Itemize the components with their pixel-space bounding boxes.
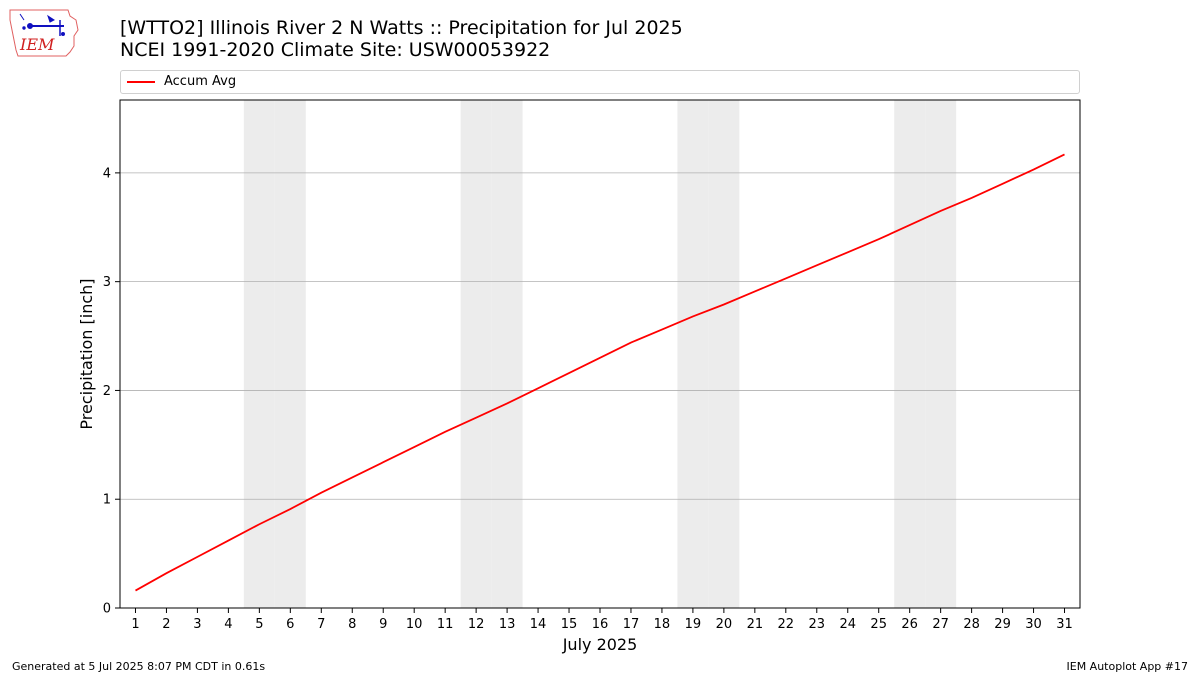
- y-tick-label: 3: [103, 275, 111, 290]
- x-tick-label: 8: [348, 617, 356, 632]
- weekend-band: [274, 100, 306, 608]
- x-tick-label: 18: [654, 617, 671, 632]
- y-tick-label: 2: [103, 384, 111, 399]
- weekend-band: [491, 100, 523, 608]
- weekend-band: [925, 100, 957, 608]
- y-axis-label: Precipitation [inch]: [77, 278, 96, 429]
- iem-logo: IEM: [9, 9, 79, 57]
- legend-label-accum-avg: Accum Avg: [164, 74, 237, 89]
- x-tick-label: 31: [1056, 617, 1073, 632]
- x-tick-label: 23: [809, 617, 826, 632]
- x-tick-label: 17: [623, 617, 640, 632]
- weekend-band: [677, 100, 709, 608]
- x-tick-label: 2: [162, 617, 170, 632]
- x-tick-label: 16: [592, 617, 609, 632]
- x-tick-label: 20: [716, 617, 733, 632]
- y-tick-label: 0: [103, 602, 111, 617]
- chart-title-line1: [WTTO2] Illinois River 2 N Watts :: Prec…: [120, 17, 683, 39]
- y-tick-label: 4: [103, 166, 111, 181]
- x-axis: 1 2 3 4 5 6 7 8 9 10 11 12 13 14 15 16 17 18 19 20 21 22 23 24 2…: [131, 608, 1073, 632]
- x-tick-label: 28: [963, 617, 980, 632]
- chart-title: [WTTO2] Illinois River 2 N Watts :: Prec…: [120, 17, 683, 61]
- x-tick-label: 25: [870, 617, 887, 632]
- x-axis-label: July 2025: [562, 635, 638, 654]
- x-tick-label: 26: [901, 617, 918, 632]
- legend: Accum Avg: [120, 70, 1080, 94]
- x-tick-label: 9: [379, 617, 387, 632]
- iowa-outline-icon: [9, 9, 79, 57]
- x-tick-label: 22: [778, 617, 795, 632]
- x-tick-label: 29: [994, 617, 1011, 632]
- x-tick-label: 21: [747, 617, 764, 632]
- x-tick-label: 10: [406, 617, 423, 632]
- x-tick-label: 6: [286, 617, 294, 632]
- weather-instrument-icon: [19, 13, 65, 36]
- x-tick-label: 7: [317, 617, 325, 632]
- series-line-accum-avg: [135, 153, 1065, 592]
- weekend-band: [460, 100, 492, 608]
- logo-text: IEM: [19, 35, 55, 54]
- x-tick-label: 19: [685, 617, 702, 632]
- y-tick-label: 1: [103, 493, 111, 508]
- app-id: IEM Autoplot App #17: [1066, 660, 1189, 673]
- x-tick-label: 24: [839, 617, 856, 632]
- x-tick-label: 15: [561, 617, 578, 632]
- x-tick-label: 3: [193, 617, 201, 632]
- gridlines: [120, 172, 1080, 500]
- weekend-band: [243, 100, 275, 608]
- generated-timestamp: Generated at 5 Jul 2025 8:07 PM CDT in 0…: [12, 660, 266, 673]
- weekend-band: [894, 100, 926, 608]
- weekend-bands: [243, 100, 957, 608]
- chart-title-line2: NCEI 1991-2020 Climate Site: USW00053922: [120, 39, 551, 61]
- x-tick-label: 11: [437, 617, 454, 632]
- legend-swatch-accum-avg: [127, 81, 155, 83]
- x-tick-label: 27: [932, 617, 949, 632]
- x-tick-label: 4: [224, 617, 232, 632]
- x-tick-label: 1: [131, 617, 139, 632]
- weekend-band: [708, 100, 740, 608]
- x-tick-label: 30: [1025, 617, 1042, 632]
- x-tick-label: 13: [499, 617, 516, 632]
- x-tick-label: 14: [530, 617, 547, 632]
- x-tick-label: 12: [468, 617, 485, 632]
- y-axis: 0 1 2 3 4: [103, 166, 120, 617]
- x-tick-label: 5: [255, 617, 263, 632]
